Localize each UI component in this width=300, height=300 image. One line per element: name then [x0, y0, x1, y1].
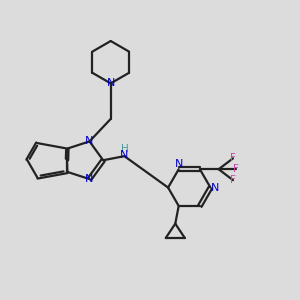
Text: N: N [119, 151, 128, 160]
Text: N: N [211, 183, 219, 193]
Text: N: N [85, 136, 94, 146]
Text: H: H [121, 144, 129, 154]
Text: F: F [233, 164, 239, 174]
Text: F: F [230, 175, 236, 185]
Text: N: N [175, 160, 183, 170]
Text: N: N [106, 78, 115, 88]
Text: N: N [85, 174, 94, 184]
Text: F: F [230, 153, 236, 163]
